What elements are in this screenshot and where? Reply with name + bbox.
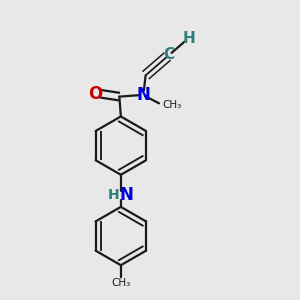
Text: H: H [182,31,195,46]
Text: CH₃: CH₃ [162,100,181,110]
Text: C: C [164,47,175,62]
Text: O: O [88,85,102,103]
Text: H: H [108,188,119,202]
Text: N: N [136,86,150,104]
Text: N: N [119,186,133,204]
Text: CH₃: CH₃ [111,278,130,288]
